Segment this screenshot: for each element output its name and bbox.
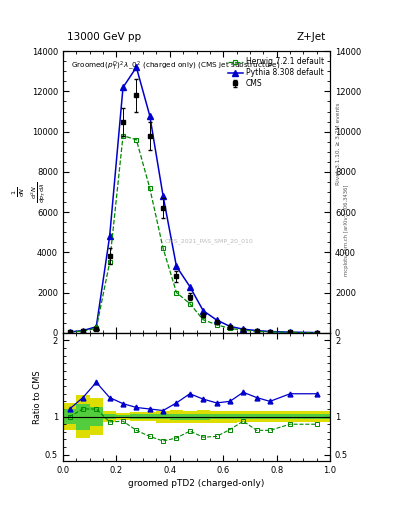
- Text: Z+Jet: Z+Jet: [297, 32, 326, 42]
- Herwig 7.2.1 default: [201, 316, 206, 323]
- Herwig 7.2.1 default: [254, 328, 259, 334]
- Herwig 7.2.1 default: [107, 259, 112, 265]
- Pythia 8.308 default: [214, 317, 219, 323]
- Pythia 8.308 default: [107, 233, 112, 239]
- Pythia 8.308 default: [288, 329, 292, 335]
- Herwig 7.2.1 default: [288, 329, 292, 335]
- Pythia 8.308 default: [161, 193, 165, 199]
- Y-axis label: $\frac{1}{\mathrm{d}N}$
$\frac{\mathrm{d}^2 N}{\mathrm{d}p_T\,\mathrm{d}\lambda}: $\frac{1}{\mathrm{d}N}$ $\frac{\mathrm{d…: [10, 181, 48, 203]
- Line: Herwig 7.2.1 default: Herwig 7.2.1 default: [67, 133, 319, 335]
- Text: Groomed$(p_T^D)^2\,\lambda\_0^2$ (charged only) (CMS jet substructure): Groomed$(p_T^D)^2\,\lambda\_0^2$ (charge…: [71, 60, 280, 73]
- Pythia 8.308 default: [268, 328, 272, 334]
- Pythia 8.308 default: [94, 324, 99, 330]
- Herwig 7.2.1 default: [147, 185, 152, 191]
- Herwig 7.2.1 default: [241, 327, 246, 333]
- Line: Pythia 8.308 default: Pythia 8.308 default: [67, 65, 320, 335]
- Text: 13000 GeV pp: 13000 GeV pp: [67, 32, 141, 42]
- Text: CMS_2021_PAS_SMP_20_010: CMS_2021_PAS_SMP_20_010: [164, 239, 253, 244]
- Pythia 8.308 default: [147, 113, 152, 119]
- Pythia 8.308 default: [174, 263, 179, 269]
- Herwig 7.2.1 default: [174, 289, 179, 295]
- Pythia 8.308 default: [81, 328, 85, 334]
- Pythia 8.308 default: [241, 326, 246, 332]
- X-axis label: groomed pTD2 (charged-only): groomed pTD2 (charged-only): [128, 479, 265, 488]
- Pythia 8.308 default: [254, 328, 259, 334]
- Pythia 8.308 default: [187, 284, 192, 290]
- Y-axis label: Ratio to CMS: Ratio to CMS: [33, 370, 42, 423]
- Text: mcplots.cern.ch [arXiv:1306.3436]: mcplots.cern.ch [arXiv:1306.3436]: [344, 185, 349, 276]
- Herwig 7.2.1 default: [228, 325, 232, 331]
- Herwig 7.2.1 default: [314, 330, 319, 336]
- Pythia 8.308 default: [67, 329, 72, 335]
- Herwig 7.2.1 default: [214, 322, 219, 328]
- Pythia 8.308 default: [201, 308, 206, 314]
- Pythia 8.308 default: [228, 323, 232, 329]
- Herwig 7.2.1 default: [67, 329, 72, 335]
- Pythia 8.308 default: [134, 64, 139, 70]
- Herwig 7.2.1 default: [161, 245, 165, 251]
- Herwig 7.2.1 default: [81, 328, 85, 334]
- Pythia 8.308 default: [121, 84, 125, 91]
- Herwig 7.2.1 default: [121, 133, 125, 139]
- Herwig 7.2.1 default: [94, 325, 99, 331]
- Pythia 8.308 default: [314, 330, 319, 336]
- Herwig 7.2.1 default: [187, 301, 192, 307]
- Legend: Herwig 7.2.1 default, Pythia 8.308 default, CMS: Herwig 7.2.1 default, Pythia 8.308 defau…: [225, 55, 326, 91]
- Herwig 7.2.1 default: [134, 137, 139, 143]
- Herwig 7.2.1 default: [268, 329, 272, 335]
- Text: Rivet 3.1.10, ≥ 3.2M events: Rivet 3.1.10, ≥ 3.2M events: [336, 102, 341, 185]
